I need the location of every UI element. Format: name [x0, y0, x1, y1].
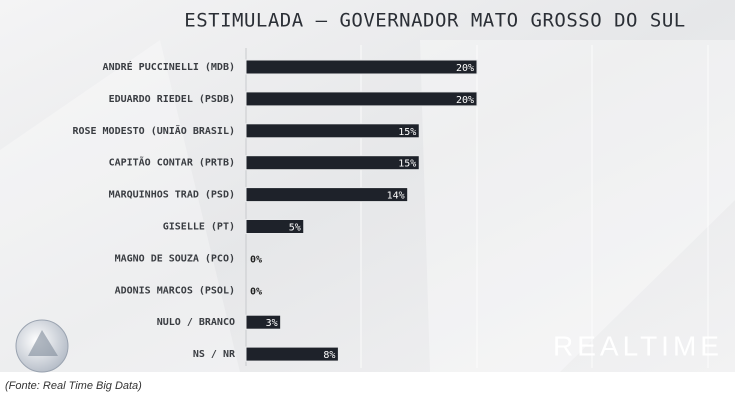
- value-label: 0%: [250, 254, 262, 265]
- value-label: 14%: [387, 191, 405, 202]
- bar: [245, 219, 305, 234]
- value-label: 3%: [266, 318, 278, 329]
- bar: [245, 59, 478, 75]
- value-label: 5%: [289, 223, 301, 234]
- category-label: ADONIS MARCOS (PSOL): [115, 285, 235, 296]
- category-label: MAGNO DE SOUZA (PCO): [115, 253, 235, 264]
- category-label: NS / NR: [193, 349, 236, 360]
- category-label: NULO / BRANCO: [157, 317, 235, 328]
- footer: [0, 372, 735, 401]
- category-label: MARQUINHOS TRAD (PSD): [109, 190, 235, 201]
- bar: [245, 187, 409, 203]
- bar: [245, 155, 420, 171]
- logo-icon-shape: [28, 330, 58, 356]
- value-label: 20%: [456, 95, 474, 106]
- bar: [245, 91, 478, 107]
- category-label: ROSE MODESTO (UNIÃO BRASIL): [72, 124, 235, 137]
- chart-title: ESTIMULADA – GOVERNADOR MATO GROSSO DO S…: [184, 10, 685, 32]
- background-shape: [420, 40, 735, 372]
- value-label: 15%: [398, 127, 416, 138]
- category-label: GISELLE (PT): [163, 222, 235, 233]
- value-label: 0%: [250, 286, 262, 297]
- source: (Fonte: Real Time Big Data): [5, 380, 142, 392]
- value-label: 8%: [323, 350, 335, 361]
- bar: [245, 314, 282, 330]
- category-label: CAPITÃO CONTAR (PRTB): [109, 156, 235, 169]
- category-label: ANDRÉ PUCCINELLI (MDB): [103, 60, 235, 73]
- background-shape: [0, 40, 240, 372]
- value-label: 20%: [456, 63, 474, 74]
- logo-text: REALTIME: [553, 330, 723, 361]
- bar: [245, 346, 339, 362]
- category-label: EDUARDO RIEDEL (PSDB): [109, 94, 235, 105]
- bar: [245, 123, 420, 139]
- value-label: 15%: [398, 159, 416, 170]
